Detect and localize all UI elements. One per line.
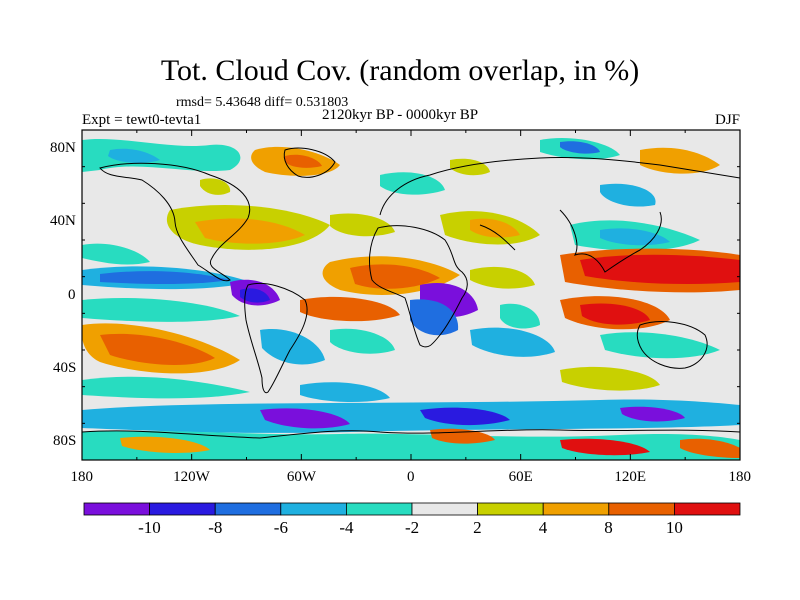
- map-area: [82, 130, 740, 460]
- europe-asia-coast: [379, 156, 740, 273]
- x-tick-label: 60W: [286, 469, 316, 485]
- y-tick-label: 80S: [53, 433, 77, 450]
- x-tick-label: 120W: [173, 469, 210, 485]
- colorbar-swatch: [477, 502, 544, 516]
- australia-coast: [636, 321, 708, 369]
- colorbar-label: 8: [604, 518, 613, 537]
- greenland-coast: [283, 147, 336, 178]
- colorbar-swatch: [674, 502, 741, 516]
- season-label: DJF: [714, 112, 740, 128]
- africa-coast: [369, 225, 468, 348]
- colorbar-label: 4: [538, 518, 548, 537]
- colorbar-swatch: [83, 502, 150, 516]
- north-america-coast: [99, 162, 251, 282]
- y-tick-label: 40S: [53, 359, 77, 376]
- colorbar-swatch: [608, 502, 675, 516]
- x-tick-label: 60E: [508, 469, 533, 485]
- colorbar-swatch: [411, 502, 478, 516]
- experiment-label: Expt = tewt0-tevta1: [82, 112, 202, 128]
- colorbar: [83, 502, 741, 516]
- x-tick-label: 120E: [614, 469, 646, 485]
- colorbar-label: 2: [473, 518, 482, 537]
- colorbar-label: -8: [208, 518, 223, 537]
- colorbar-swatch: [280, 502, 347, 516]
- antarctica-coast: [82, 429, 740, 439]
- y-tick-label: 40N: [50, 213, 76, 230]
- colorbar-label: -4: [339, 518, 354, 537]
- map-title: Tot. Cloud Cov. (random overlap, in %): [160, 54, 640, 87]
- axis-ticks: [81, 129, 741, 461]
- x-tick-label: 0: [407, 469, 415, 485]
- colorbar-swatch: [149, 502, 216, 516]
- colorbar-label: -6: [273, 518, 288, 537]
- colorbar-label: 10: [665, 518, 683, 537]
- colorbar-swatch: [214, 502, 282, 516]
- colorbar-swatch: [345, 502, 413, 516]
- colorbar-label: -10: [138, 518, 161, 537]
- stats-label: rmsd= 5.43648 diff= 0.531803: [176, 95, 349, 110]
- y-tick-label: 80N: [50, 139, 76, 156]
- south-america-coast: [244, 283, 308, 394]
- y-tick-label: 0: [68, 286, 76, 303]
- x-tick-label: 180: [70, 469, 94, 485]
- coastlines: [82, 147, 740, 439]
- x-tick-label: 180: [728, 469, 752, 485]
- colorbar-label: -2: [405, 518, 420, 537]
- colorbar-swatch: [542, 502, 610, 516]
- period-label: 2120kyr BP - 0000kyr BP: [322, 107, 479, 123]
